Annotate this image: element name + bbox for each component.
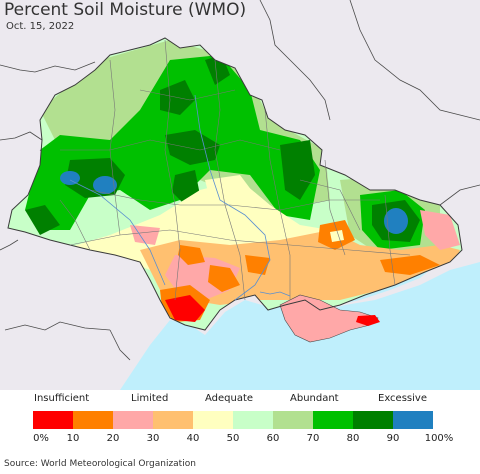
legend-swatch-0-10 bbox=[33, 411, 73, 429]
rivers bbox=[69, 94, 291, 301]
legend-tick-60: 60 bbox=[266, 433, 280, 444]
legend-category-adequate: Adequate bbox=[205, 393, 254, 404]
legend-tick-50: 50 bbox=[226, 433, 240, 444]
map-title: Percent Soil Moisture (WMO) bbox=[4, 0, 247, 20]
legend-swatch-30-40 bbox=[153, 411, 193, 429]
legend-swatch-50-60 bbox=[233, 411, 273, 429]
crimea-east-tip bbox=[356, 315, 380, 326]
legend-swatch-70-80 bbox=[313, 411, 353, 429]
map-date: Oct. 15, 2022 bbox=[6, 21, 75, 32]
legend-color-bar bbox=[33, 411, 433, 429]
legend-swatch-90-100 bbox=[393, 411, 433, 429]
legend-swatch-40-50 bbox=[193, 411, 233, 429]
legend-swatch-20-30 bbox=[113, 411, 153, 429]
legend-tick-0: 0% bbox=[33, 433, 49, 444]
legend-tick-80: 80 bbox=[346, 433, 360, 444]
legend-category-insufficient: Insufficient bbox=[34, 393, 90, 404]
legend-swatch-60-70 bbox=[273, 411, 313, 429]
oblast-boundaries bbox=[59, 39, 411, 301]
legend-tick-90: 90 bbox=[386, 433, 400, 444]
legend-tick-70: 70 bbox=[306, 433, 320, 444]
legend-tick-30: 30 bbox=[146, 433, 160, 444]
source-credit: Source: World Meteorological Organizatio… bbox=[4, 459, 196, 469]
legend-tick-10: 10 bbox=[66, 433, 80, 444]
soil-moisture-map bbox=[0, 0, 480, 390]
legend-category-abundant: Abundant bbox=[290, 393, 339, 404]
legend-swatch-80-90 bbox=[353, 411, 393, 429]
legend-tick-40: 40 bbox=[186, 433, 200, 444]
legend-swatch-10-20 bbox=[73, 411, 113, 429]
legend-tick-20: 20 bbox=[106, 433, 120, 444]
legend-category-limited: Limited bbox=[131, 393, 169, 404]
legend-category-excessive: Excessive bbox=[378, 393, 427, 404]
legend-tick-100: 100% bbox=[424, 433, 454, 444]
